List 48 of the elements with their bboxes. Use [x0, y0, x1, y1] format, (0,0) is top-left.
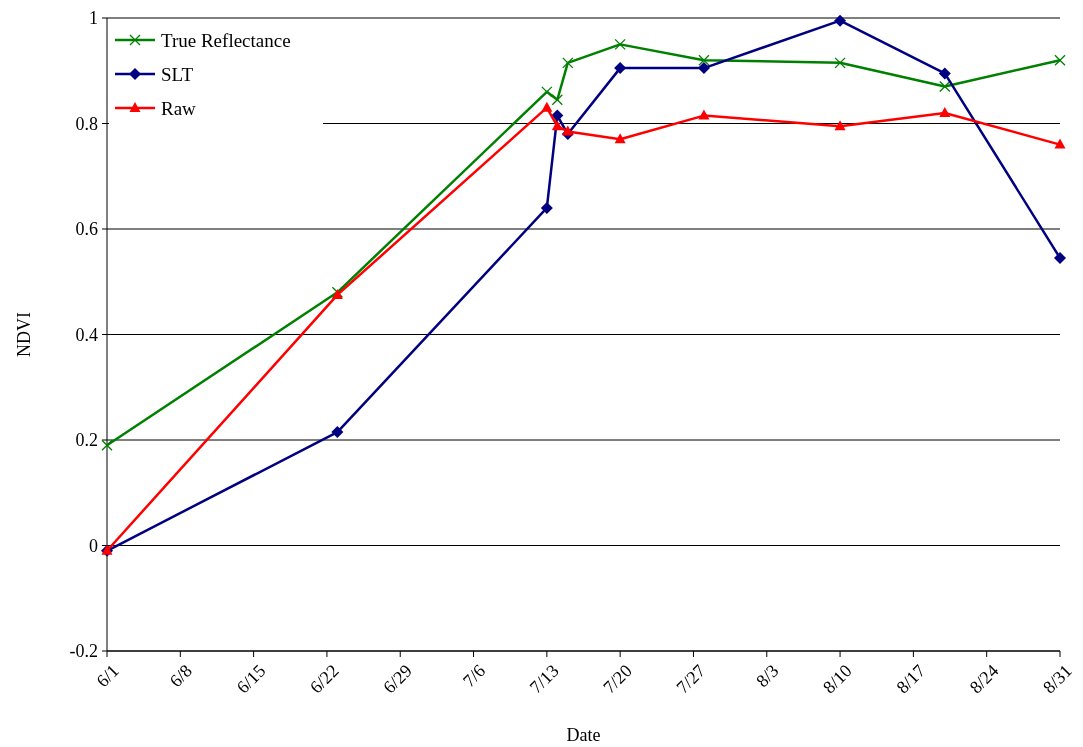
x-axis-title: Date [566, 725, 601, 745]
point [939, 106, 951, 117]
point [540, 201, 553, 214]
y-tick-label: 1 [89, 8, 98, 29]
x-tick-label: 6/8 [165, 660, 197, 692]
point [834, 120, 846, 131]
x-tick-label: 6/15 [232, 660, 270, 698]
point [698, 109, 710, 120]
point [331, 426, 344, 439]
y-tick-label: 0.6 [75, 219, 98, 240]
point [938, 67, 951, 80]
point [541, 86, 553, 98]
point [551, 94, 563, 106]
x-tick-label: 7/6 [458, 660, 490, 692]
point [551, 120, 563, 131]
x-tick-label: 8/17 [892, 660, 930, 698]
x-tick-label: 8/31 [1038, 660, 1076, 698]
x-tick-label: 7/20 [599, 660, 636, 698]
point [834, 14, 847, 27]
point [1054, 54, 1066, 66]
y-tick-label: 0.4 [75, 324, 98, 345]
y-tick-label: 0.2 [75, 430, 98, 451]
legend-label: Raw [161, 97, 197, 119]
y-tick-label: 0.8 [75, 113, 98, 134]
point [698, 54, 710, 66]
x-tick-label: 8/3 [752, 660, 783, 692]
point [834, 57, 846, 69]
point [101, 439, 113, 451]
x-tick-label: 8/10 [819, 660, 856, 698]
x-tick-label: 6/1 [92, 660, 123, 692]
point [562, 125, 574, 136]
x-tick-label: 7/27 [672, 660, 710, 698]
x-tick-label: 6/22 [305, 660, 343, 698]
point [1054, 138, 1066, 149]
y-axis-title: NDVI [14, 312, 34, 357]
x-tick-label: 8/24 [965, 660, 1003, 698]
legend-label: True Reflectance [161, 29, 291, 51]
point [562, 57, 574, 69]
y-tick-label: 0 [89, 535, 98, 556]
point [1054, 252, 1066, 265]
point [939, 80, 951, 93]
legend-label: SLT [161, 63, 194, 85]
point [614, 133, 626, 144]
point [614, 38, 626, 51]
x-tick-label: 6/29 [379, 660, 416, 698]
x-tick-label: 7/13 [525, 660, 563, 698]
y-tick-label: -0.2 [69, 641, 98, 662]
point [541, 101, 553, 112]
